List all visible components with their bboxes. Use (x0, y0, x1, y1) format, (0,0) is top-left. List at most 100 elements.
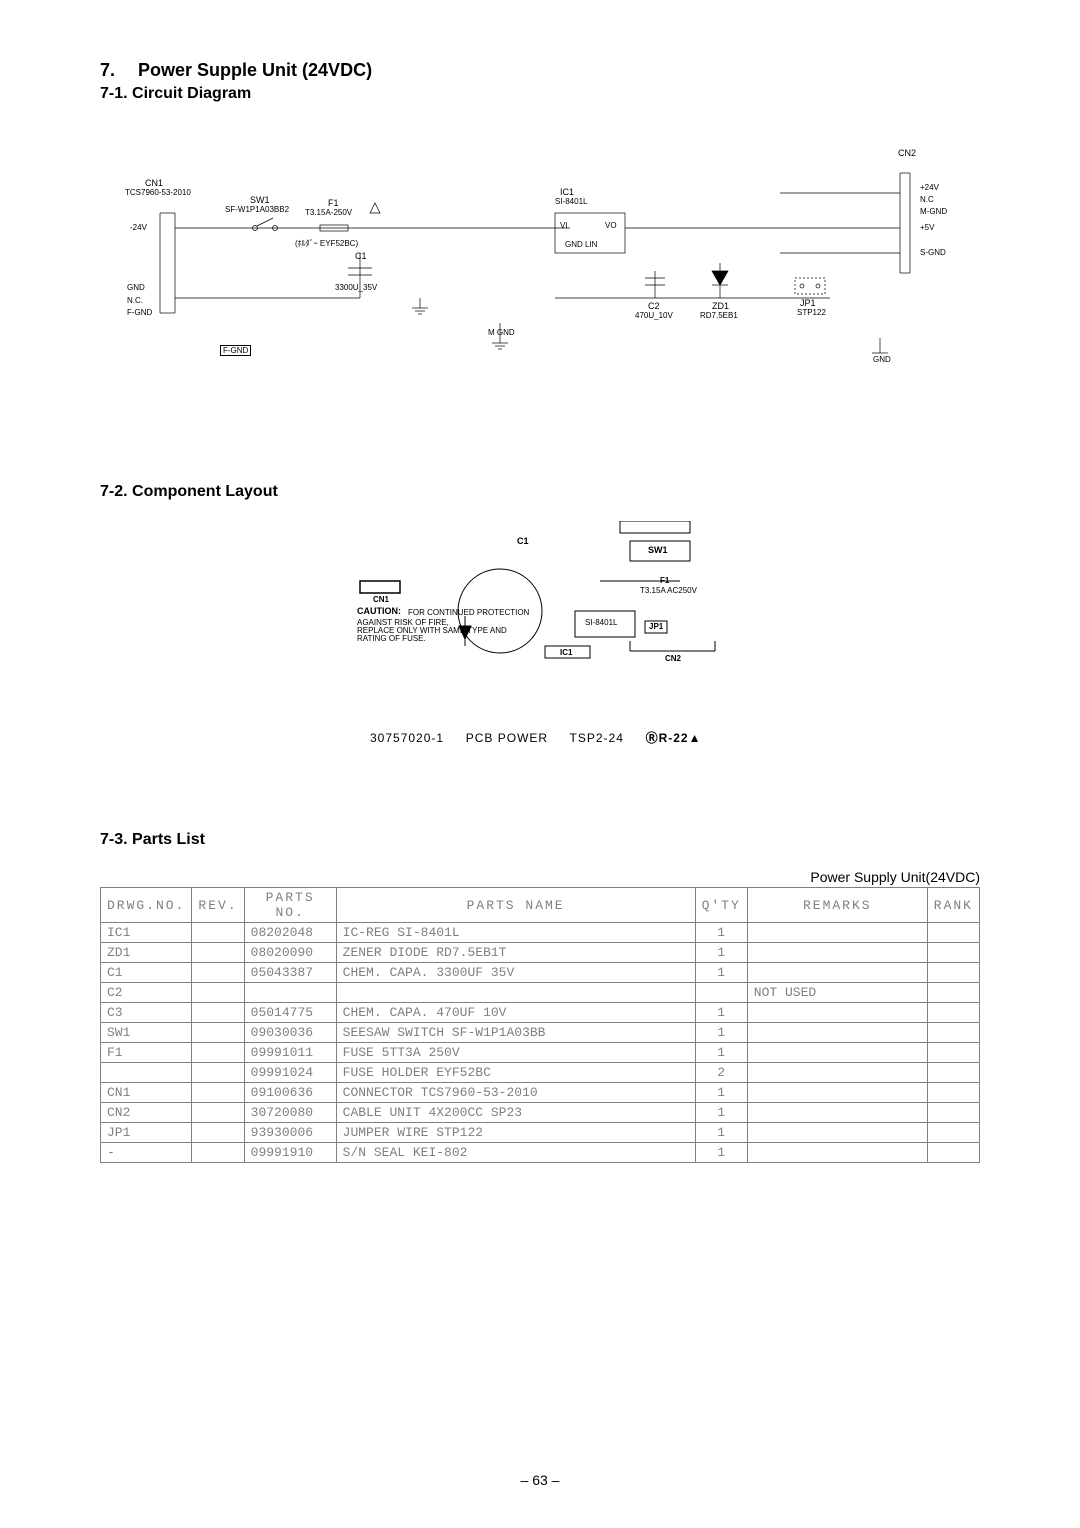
c2-label: C2 (648, 301, 660, 311)
table-cell (192, 963, 244, 983)
table-cell (927, 1123, 979, 1143)
gnd-left: GND (127, 283, 145, 292)
table-cell: FUSE HOLDER EYF52BC (336, 1063, 695, 1083)
table-cell: NOT USED (747, 983, 927, 1003)
component-layout: C1 SW1 CN1 CAUTION: FOR CONTINUED PROTEC… (100, 521, 980, 761)
c1-val: 3300U_35V (335, 283, 377, 292)
table-cell: 1 (695, 1103, 747, 1123)
table-header-row: DRWG.NO. REV. PARTS NO. PARTS NAME Q'TY … (101, 888, 980, 923)
table-cell: C1 (101, 963, 192, 983)
table-cell (927, 1003, 979, 1023)
jp1-label: JP1 (800, 298, 816, 308)
th-partsno: PARTS NO. (244, 888, 336, 923)
table-cell: 09100636 (244, 1083, 336, 1103)
table-cell: SEESAW SWITCH SF-W1P1A03BB (336, 1023, 695, 1043)
table-cell: JP1 (101, 1123, 192, 1143)
jp1-layout: JP1 (649, 622, 663, 631)
table-cell (192, 923, 244, 943)
fgnd-box: F-GND (220, 345, 251, 356)
table-cell: IC1 (101, 923, 192, 943)
table-row: - 09991910S/N SEAL KEI-8021 (101, 1143, 980, 1163)
table-cell (747, 1063, 927, 1083)
th-qty: Q'TY (695, 888, 747, 923)
nc-left: N.C. (127, 296, 143, 305)
f1-label: F1 (328, 198, 339, 208)
table-cell: 09991024 (244, 1063, 336, 1083)
c1-layout: C1 (517, 536, 529, 546)
ic1-label: IC1 (560, 187, 574, 197)
table-cell: 08020090 (244, 943, 336, 963)
table-cell (747, 943, 927, 963)
table-row: IC108202048IC-REG SI-8401L1 (101, 923, 980, 943)
table-cell (927, 1103, 979, 1123)
table-row: 09991024FUSE HOLDER EYF52BC2 (101, 1063, 980, 1083)
table-row: CN230720080CABLE UNIT 4X200CC SP231 (101, 1103, 980, 1123)
f1-holder: (ﾎﾙﾀﾞｰ EYF52BC) (295, 238, 358, 249)
table-cell (336, 983, 695, 1003)
table-cell: 1 (695, 943, 747, 963)
table-cell: CN1 (101, 1083, 192, 1103)
table-cell: FUSE 5TT3A 250V (336, 1043, 695, 1063)
table-cell (192, 1123, 244, 1143)
p5v: +5V (920, 223, 934, 232)
table-cell (747, 923, 927, 943)
table-cell (927, 1043, 979, 1063)
table-cell (927, 943, 979, 963)
f1-part: T3.15A-250V (305, 208, 352, 217)
sub-num: 7-1. (100, 85, 128, 102)
table-cell: - (101, 1143, 192, 1163)
circuit-diagram: CN1 TCS7960-53-2010 -24V SW1 SF-W1P1A03B… (100, 143, 980, 403)
th-rank: RANK (927, 888, 979, 923)
p24v: +24V (920, 183, 939, 192)
layout-footer: 30757020-1 PCB POWER TSP2-24 ⓇR-22▲ (370, 729, 701, 746)
subsection-7-2: 7-2. Component Layout (100, 483, 980, 501)
gnd-lin: GND LIN (565, 240, 597, 249)
table-cell: 1 (695, 1023, 747, 1043)
sub-num-2: 7-2. (100, 483, 128, 500)
table-title: Power Supply Unit(24VDC) (100, 869, 980, 885)
caution1: FOR CONTINUED PROTECTION (408, 608, 529, 617)
table-cell: CABLE UNIT 4X200CC SP23 (336, 1103, 695, 1123)
table-cell (244, 983, 336, 1003)
table-row: CN109100636CONNECTOR TCS7960-53-20101 (101, 1083, 980, 1103)
table-cell (192, 1003, 244, 1023)
table-cell: 1 (695, 1043, 747, 1063)
table-cell: 1 (695, 1083, 747, 1103)
table-row: C1 05043387CHEM. CAPA. 3300UF 35V1 (101, 963, 980, 983)
table-cell: 09991011 (244, 1043, 336, 1063)
parts-table: DRWG.NO. REV. PARTS NO. PARTS NAME Q'TY … (100, 887, 980, 1163)
section-title-text: Power Supple Unit (24VDC) (138, 60, 372, 80)
sub-num-3: 7-3. (100, 831, 128, 848)
nc: N.C (920, 195, 934, 204)
table-cell: 1 (695, 1143, 747, 1163)
table-cell (747, 1083, 927, 1103)
table-row: ZD108020090ZENER DIODE RD7.5EB1T1 (101, 943, 980, 963)
zd1-label: ZD1 (712, 301, 729, 311)
table-cell (747, 963, 927, 983)
section-num: 7. (100, 60, 115, 80)
table-cell: S/N SEAL KEI-802 (336, 1143, 695, 1163)
table-cell (927, 1143, 979, 1163)
table-cell: 93930006 (244, 1123, 336, 1143)
table-cell: SW1 (101, 1023, 192, 1043)
vo-label: VO (605, 221, 617, 230)
table-cell: 1 (695, 963, 747, 983)
table-cell (927, 1063, 979, 1083)
sub-title: Circuit Diagram (132, 85, 251, 102)
table-cell: CHEM. CAPA. 3300UF 35V (336, 963, 695, 983)
table-cell: 08202048 (244, 923, 336, 943)
table-cell: 05043387 (244, 963, 336, 983)
footer-right: TSP2-24 (570, 731, 624, 745)
table-cell (747, 1043, 927, 1063)
sw1-label: SW1 (250, 195, 270, 205)
si-layout: SI-8401L (585, 618, 617, 627)
cn1-layout: CN1 (373, 595, 389, 604)
table-cell (747, 1143, 927, 1163)
caution4: RATING OF FUSE. (357, 634, 426, 643)
table-cell: C3 (101, 1003, 192, 1023)
th-name: PARTS NAME (336, 888, 695, 923)
table-cell: JUMPER WIRE STP122 (336, 1123, 695, 1143)
table-cell (192, 1063, 244, 1083)
table-cell: 09991910 (244, 1143, 336, 1163)
table-cell: 2 (695, 1063, 747, 1083)
